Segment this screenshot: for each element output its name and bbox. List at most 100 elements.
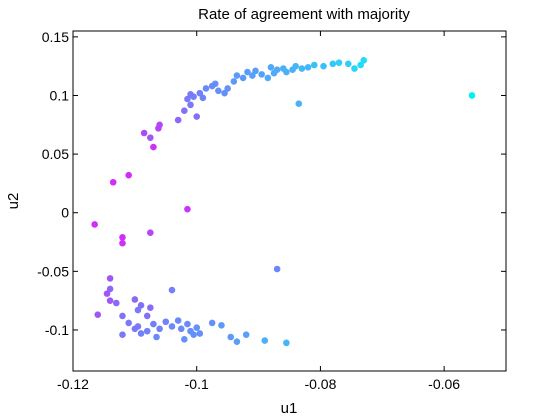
data-point — [91, 221, 98, 228]
data-point — [174, 317, 182, 324]
y-tick-label: 0.05 — [42, 146, 69, 162]
data-point — [227, 333, 235, 341]
data-point — [304, 64, 312, 71]
data-point — [289, 66, 296, 73]
data-point — [177, 325, 185, 333]
data-point — [113, 299, 120, 307]
data-point — [196, 330, 204, 337]
data-point — [187, 101, 194, 109]
data-point — [106, 297, 114, 304]
data-points — [91, 57, 476, 347]
data-point — [335, 59, 343, 66]
data-point — [143, 312, 151, 320]
data-point — [283, 339, 290, 347]
data-point — [190, 331, 197, 338]
data-point — [199, 94, 207, 102]
x-axis-label: u1 — [281, 400, 298, 417]
data-point — [273, 265, 281, 273]
data-point — [150, 320, 157, 328]
data-point — [208, 319, 216, 327]
y-tick-label: 0.15 — [42, 29, 69, 45]
data-point — [218, 321, 225, 329]
data-point — [168, 323, 176, 330]
data-point — [249, 72, 256, 79]
data-point — [239, 74, 247, 82]
data-point — [221, 89, 228, 97]
x-tick-label: -0.08 — [304, 376, 336, 392]
y-axis-label: u2 — [5, 193, 22, 210]
data-point — [153, 333, 160, 341]
data-point — [224, 85, 231, 92]
data-point — [252, 67, 259, 75]
data-point — [162, 318, 170, 326]
y-tick-label: 0 — [61, 205, 69, 221]
data-point — [184, 205, 191, 213]
chart-title: Rate of agreement with majority — [198, 6, 410, 23]
x-axis-ticks: -0.12 -0.1 -0.08 -0.06 — [57, 31, 460, 392]
data-point — [119, 239, 126, 247]
y-tick-label: -0.05 — [37, 263, 69, 279]
data-point — [109, 178, 117, 186]
data-point — [147, 134, 154, 141]
data-point — [119, 234, 126, 241]
data-point — [119, 312, 126, 320]
data-point — [193, 324, 201, 331]
data-point — [202, 85, 210, 92]
data-point — [147, 229, 154, 236]
x-tick-label: -0.06 — [428, 376, 460, 392]
data-point — [233, 338, 241, 345]
y-axis-ticks: -0.1 -0.05 0 0.05 0.1 0.15 — [37, 29, 506, 338]
data-point — [215, 87, 222, 95]
y-tick-label: -0.1 — [45, 322, 69, 338]
data-point — [106, 275, 114, 282]
data-point — [103, 290, 111, 297]
data-point — [357, 61, 364, 69]
data-point — [134, 306, 142, 314]
y-tick-label: 0.1 — [50, 87, 70, 103]
data-point — [137, 302, 145, 309]
data-point — [140, 129, 148, 137]
data-point — [137, 330, 145, 337]
data-point — [181, 107, 188, 115]
data-point — [147, 304, 154, 311]
data-point — [156, 325, 163, 333]
data-point — [184, 95, 191, 103]
data-point — [267, 64, 275, 71]
data-point — [244, 68, 251, 76]
data-point — [143, 327, 151, 335]
x-tick-label: -0.12 — [57, 376, 89, 392]
data-point — [360, 57, 368, 64]
data-point — [351, 65, 358, 72]
x-tick-label: -0.1 — [185, 376, 209, 392]
data-point — [468, 92, 476, 99]
data-point — [258, 71, 265, 78]
data-point — [196, 89, 204, 97]
data-point — [150, 143, 157, 151]
data-point — [193, 113, 201, 120]
data-point — [131, 325, 139, 333]
data-point — [295, 100, 303, 107]
data-point — [131, 296, 139, 303]
data-point — [187, 91, 194, 98]
data-point — [261, 337, 269, 344]
data-point — [119, 331, 126, 338]
data-point — [125, 171, 132, 179]
data-point — [168, 286, 176, 294]
data-point — [329, 60, 337, 68]
data-point — [155, 125, 162, 132]
data-point — [174, 116, 182, 124]
data-point — [344, 60, 352, 68]
data-point — [230, 78, 238, 85]
data-point — [208, 82, 216, 90]
data-point — [94, 311, 102, 319]
data-point — [320, 62, 327, 70]
data-point — [181, 336, 188, 343]
data-point — [242, 331, 250, 338]
data-point — [125, 319, 132, 327]
data-point — [233, 72, 241, 79]
data-point — [106, 285, 114, 293]
data-point — [184, 320, 191, 328]
data-point — [270, 69, 278, 77]
data-point — [298, 65, 306, 72]
